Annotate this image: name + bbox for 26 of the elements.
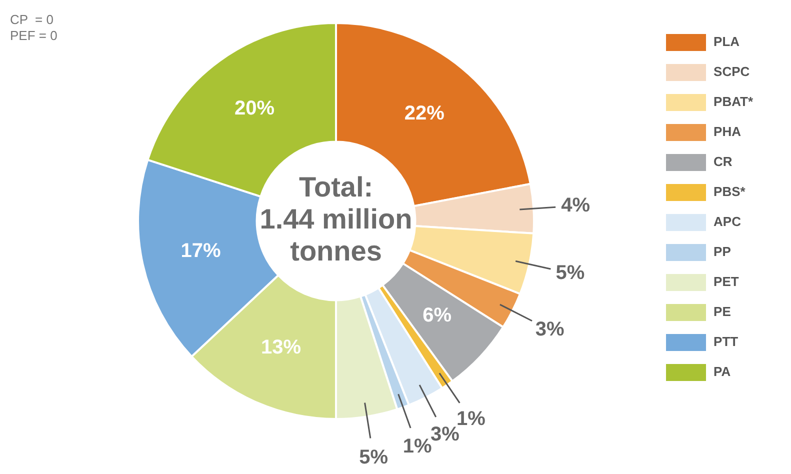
legend-label: PBAT* <box>714 94 754 110</box>
text: CP = 0 <box>10 12 54 28</box>
data-label: 20% <box>234 97 275 120</box>
legend-label: SCPC <box>714 64 750 80</box>
data-label: 13% <box>260 336 302 359</box>
text: PEF = 0 <box>10 28 58 44</box>
data-label: 1% <box>456 408 486 430</box>
legend-label: CR <box>714 154 733 170</box>
legend-label: APC <box>714 214 742 230</box>
legend-label: PP <box>714 244 732 260</box>
legend-label: PE <box>714 304 732 320</box>
legend-label: PET <box>714 274 739 290</box>
data-label: 5% <box>359 446 388 469</box>
data-label: 17% <box>180 240 221 262</box>
legend-label: PHA <box>714 124 742 140</box>
legend-label: PLA <box>714 34 740 50</box>
data-label: 1% <box>402 435 432 458</box>
legend-label: PBS* <box>714 184 746 200</box>
text: Total: 1.44 million tonnes <box>260 172 412 267</box>
legend-label: PTT <box>714 334 738 350</box>
data-label: 6% <box>422 304 452 326</box>
legend-label: PA <box>714 364 732 380</box>
data-label: 22% <box>404 102 445 125</box>
data-label: 3% <box>535 318 565 340</box>
data-label: 5% <box>556 262 585 284</box>
data-label: 4% <box>561 194 590 216</box>
